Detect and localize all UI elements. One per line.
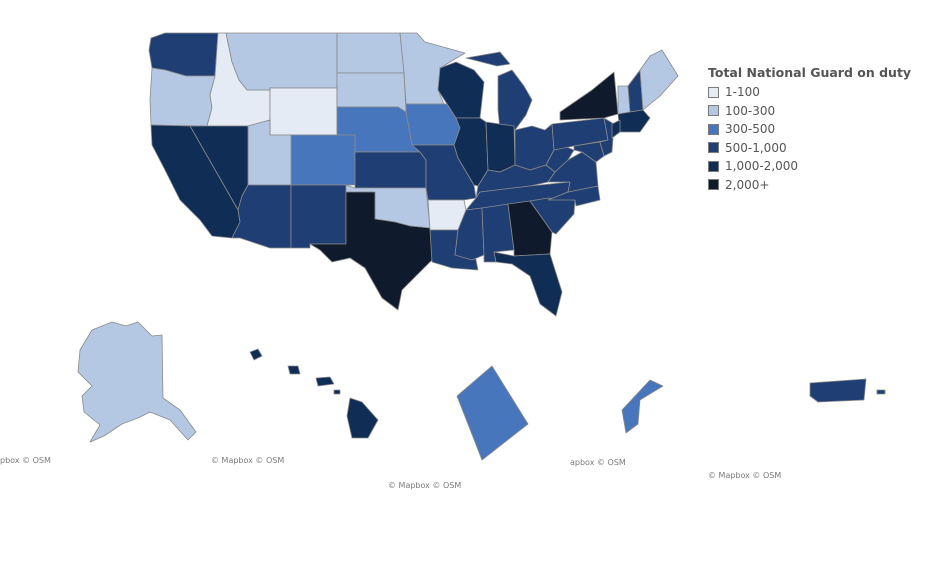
map-credit-puerto-rico: © Mapbox © OSM xyxy=(708,471,782,480)
legend-item: 1,000-2,000 xyxy=(708,157,911,176)
state-dc[interactable] xyxy=(456,365,529,461)
state-nm[interactable] xyxy=(290,184,347,249)
legend-label: 100-300 xyxy=(725,103,776,118)
state-mi[interactable] xyxy=(465,51,533,131)
legend-label: 1,000-2,000 xyxy=(725,159,799,174)
state-ny[interactable] xyxy=(559,71,619,121)
map-credit-guam: apbox © OSM xyxy=(570,458,626,467)
state-pr[interactable] xyxy=(809,378,886,403)
legend-title: Total National Guard on duty xyxy=(708,65,912,80)
legend-swatch xyxy=(708,105,719,117)
legend: Total National Guard on duty 1-100 100-3… xyxy=(708,65,911,194)
state-or[interactable] xyxy=(149,67,216,127)
state-co[interactable] xyxy=(290,134,356,186)
legend-label: 1-100 xyxy=(725,85,760,100)
legend-item: 2,000+ xyxy=(708,176,911,195)
state-ca[interactable] xyxy=(150,124,241,239)
contiguous-us xyxy=(148,32,679,317)
state-gu[interactable] xyxy=(621,379,664,434)
legend-swatch xyxy=(708,123,719,135)
state-tx[interactable] xyxy=(309,191,435,311)
legend-item: 100-300 xyxy=(708,102,911,121)
legend-item: 300-500 xyxy=(708,120,911,139)
legend-label: 300-500 xyxy=(725,122,776,137)
legend-swatch xyxy=(708,86,719,98)
map-credit-alaska: pbox © OSM xyxy=(0,456,51,465)
state-in[interactable] xyxy=(485,121,516,173)
state-ks[interactable] xyxy=(354,151,427,189)
legend-item: 500-1,000 xyxy=(708,139,911,158)
state-wi[interactable] xyxy=(437,61,485,119)
legend-swatch xyxy=(708,160,719,172)
state-hi[interactable] xyxy=(249,348,379,439)
state-nd[interactable] xyxy=(336,32,405,74)
state-fl[interactable] xyxy=(493,251,563,317)
state-ma[interactable] xyxy=(617,109,651,133)
state-ak[interactable] xyxy=(77,321,197,443)
legend-swatch xyxy=(708,179,719,191)
state-wy[interactable] xyxy=(269,87,338,136)
map-credit-hawaii: © Mapbox © OSM xyxy=(211,456,285,465)
state-sc[interactable] xyxy=(529,197,576,235)
state-mt[interactable] xyxy=(225,32,338,91)
legend-label: 500-1,000 xyxy=(725,140,787,155)
state-sd[interactable] xyxy=(336,72,407,113)
state-ct[interactable] xyxy=(611,119,621,139)
state-me[interactable] xyxy=(639,49,679,111)
legend-item: 1-100 xyxy=(708,83,911,102)
state-il[interactable] xyxy=(453,117,489,187)
map-credit-dc: © Mapbox © OSM xyxy=(388,481,462,490)
legend-swatch xyxy=(708,142,719,154)
legend-label: 2,000+ xyxy=(725,177,770,192)
